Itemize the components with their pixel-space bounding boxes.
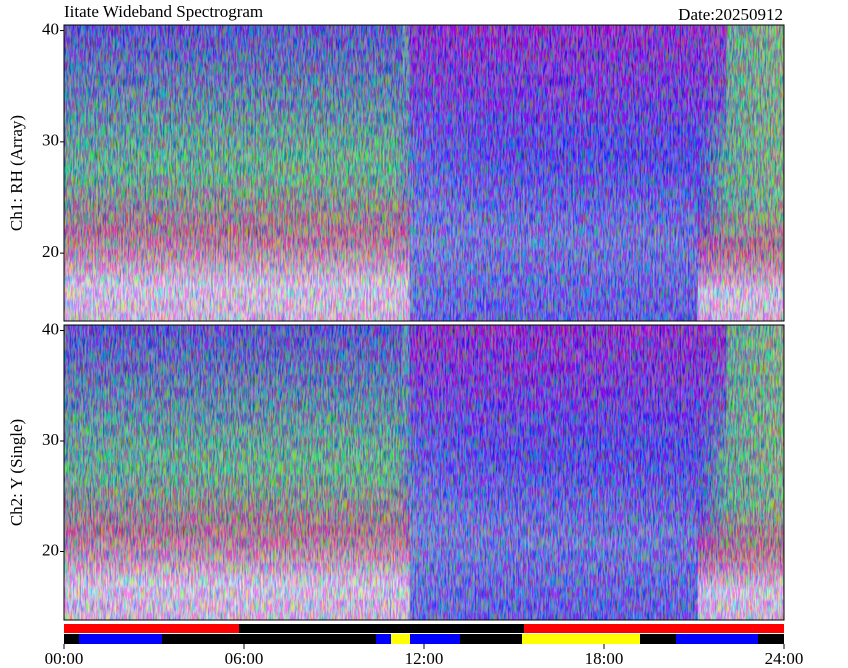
status-segment xyxy=(64,624,239,633)
y-tick-label: 20 xyxy=(42,540,59,559)
spectrogram xyxy=(64,325,784,620)
status-bars xyxy=(64,624,784,644)
spectrogram xyxy=(64,25,784,321)
y-tick-label: 40 xyxy=(42,19,59,38)
plot-frame xyxy=(63,24,785,322)
status-segment xyxy=(376,634,391,644)
chart-title: Iitate Wideband Spectrogram xyxy=(64,2,263,21)
spectro-noise xyxy=(64,25,784,321)
x-tick-label: 24:00 xyxy=(765,649,804,668)
date-label: Date:20250912 xyxy=(678,5,783,24)
x-tick-label: 12:00 xyxy=(405,649,444,668)
status-row xyxy=(64,624,784,633)
status-segment xyxy=(391,634,410,644)
y-axis-label: Ch2: Y (Single) xyxy=(7,419,26,526)
spectro-noise xyxy=(64,325,784,620)
plot-frame xyxy=(63,324,785,621)
x-tick-label: 00:00 xyxy=(45,649,84,668)
y-tick-label: 30 xyxy=(42,430,59,449)
status-segment xyxy=(410,634,460,644)
y-tick-label: 40 xyxy=(42,319,59,338)
status-segment xyxy=(522,634,640,644)
status-segment xyxy=(79,634,162,644)
status-segment xyxy=(524,624,784,633)
status-segment xyxy=(676,634,758,644)
x-tick-label: 18:00 xyxy=(585,649,624,668)
y-axis-label: Ch1: RH (Array) xyxy=(7,115,26,231)
y-tick-label: 20 xyxy=(42,242,59,261)
y-tick-label: 30 xyxy=(42,131,59,150)
x-tick-label: 06:00 xyxy=(225,649,264,668)
